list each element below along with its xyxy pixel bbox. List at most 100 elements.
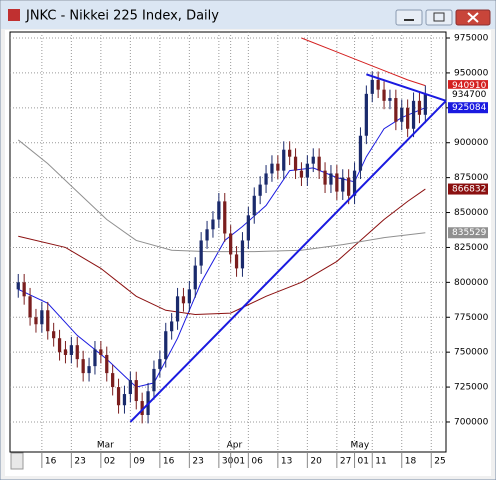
candle-body (187, 289, 191, 304)
moving-average (18, 188, 426, 315)
candle-body (34, 317, 38, 325)
candle-body (341, 177, 345, 192)
y-tick-label: 750000 (454, 348, 489, 358)
y-tick-label: 875000 (454, 173, 489, 183)
candle-body (128, 380, 132, 395)
candle-body (46, 310, 50, 332)
moving-average (301, 37, 426, 87)
candle-body (81, 359, 85, 374)
price-tag (448, 80, 488, 92)
candle-body (52, 331, 56, 339)
candle-body (181, 296, 186, 304)
trendline (366, 73, 447, 102)
candle-body (347, 177, 351, 196)
candle-body (423, 94, 427, 115)
candle-body (75, 345, 79, 360)
plot-area (9, 31, 447, 453)
price-tag-label: 925084 (452, 103, 487, 113)
candle-body (63, 349, 68, 355)
x-tick-label: 25 (434, 457, 445, 467)
x-tick-label: 20 (310, 457, 322, 467)
y-tick-label: 975000 (454, 34, 489, 44)
price-tag-label: 940910 (452, 81, 487, 91)
candle-body (270, 163, 274, 174)
candle-body (28, 296, 32, 318)
candle-body (205, 229, 209, 241)
candle-body (264, 173, 268, 185)
x-tick-label: 23 (192, 457, 203, 467)
candle-body (152, 368, 156, 392)
x-tick-label: 13 (281, 457, 292, 467)
x-tick-label: 06 (251, 457, 263, 467)
price-tag (448, 227, 488, 239)
y-tick-label: 950000 (454, 68, 489, 78)
candle-body (311, 156, 315, 164)
x-tick-label: 16 (45, 457, 57, 467)
candle-body (417, 100, 422, 115)
candle-body (57, 338, 62, 353)
candle-body (158, 359, 162, 369)
candle-body (234, 254, 239, 269)
close-icon (467, 12, 479, 23)
candle-body (288, 149, 292, 157)
candle-body (282, 149, 286, 171)
candle-body (335, 173, 339, 192)
candle-body (358, 135, 363, 171)
candle-body (93, 349, 97, 367)
moving-average (17, 139, 426, 253)
candle-body (217, 201, 221, 220)
month-label: May (351, 441, 370, 451)
candle-body (400, 107, 404, 122)
month-label: Mar (97, 441, 114, 451)
candle-body (352, 170, 357, 196)
candle-body (246, 215, 250, 241)
y-tick-label: 800000 (454, 278, 489, 288)
window-title: JNKC - Nikkei 225 Index, Daily (25, 9, 219, 24)
candle-body (299, 170, 304, 178)
x-tick-label: 18 (405, 457, 417, 467)
candle-body (370, 79, 374, 94)
candle-body (406, 107, 410, 129)
candle-body (99, 349, 103, 355)
candle-body (317, 156, 321, 171)
candle-body (193, 265, 197, 290)
x-tick-label: 16 (163, 457, 175, 467)
x-tick-label: 01 (234, 457, 245, 467)
candle-body (305, 163, 309, 178)
candle-body (164, 331, 168, 360)
candle-body (323, 170, 327, 185)
maximize-button[interactable] (425, 9, 453, 26)
candle-body (276, 163, 280, 171)
minimize-button[interactable] (395, 9, 423, 26)
y-tick-label: 850000 (454, 208, 489, 218)
app-icon (8, 9, 20, 21)
x-tick-label: 09 (133, 457, 145, 467)
candle-body (16, 282, 20, 290)
candle-body (240, 240, 245, 269)
price-tag-label: 934700 (452, 90, 487, 100)
trendline (129, 100, 447, 423)
candle-body (394, 98, 398, 122)
y-tick-label: 700000 (454, 417, 489, 427)
price-tag-label: 866832 (452, 185, 486, 195)
candle-body (134, 380, 138, 402)
x-tick-label: 30 (222, 457, 234, 467)
candle-body (223, 201, 227, 234)
x-tick-label: 02 (104, 457, 115, 467)
candle-body (175, 296, 180, 322)
candle-body (122, 394, 127, 406)
candle-body (388, 98, 392, 101)
candle-body (329, 173, 333, 185)
candle-body (170, 321, 174, 332)
price-tag (448, 102, 488, 114)
candle-body (87, 366, 91, 374)
candle-body (22, 282, 26, 297)
candle-body (105, 354, 109, 374)
candle-body (258, 184, 262, 196)
y-tick-label: 825000 (454, 243, 489, 253)
y-tick-label: 900000 (454, 138, 489, 148)
y-tick-label: 725000 (454, 383, 489, 393)
candle-body (411, 100, 416, 129)
candle-body (140, 401, 144, 415)
scroll-button[interactable] (10, 452, 24, 470)
